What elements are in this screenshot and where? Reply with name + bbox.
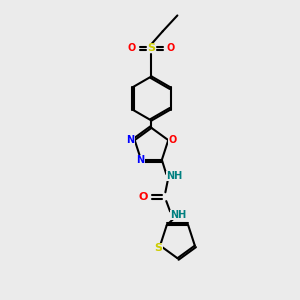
Text: O: O: [128, 44, 136, 53]
Text: NH: NH: [167, 171, 183, 181]
Text: S: S: [154, 243, 163, 253]
Text: O: O: [167, 44, 175, 53]
Text: N: N: [127, 135, 135, 145]
Text: O: O: [138, 192, 147, 202]
Text: S: S: [148, 44, 155, 53]
Text: NH: NH: [170, 210, 187, 220]
Text: O: O: [168, 135, 176, 145]
Text: N: N: [136, 155, 145, 166]
